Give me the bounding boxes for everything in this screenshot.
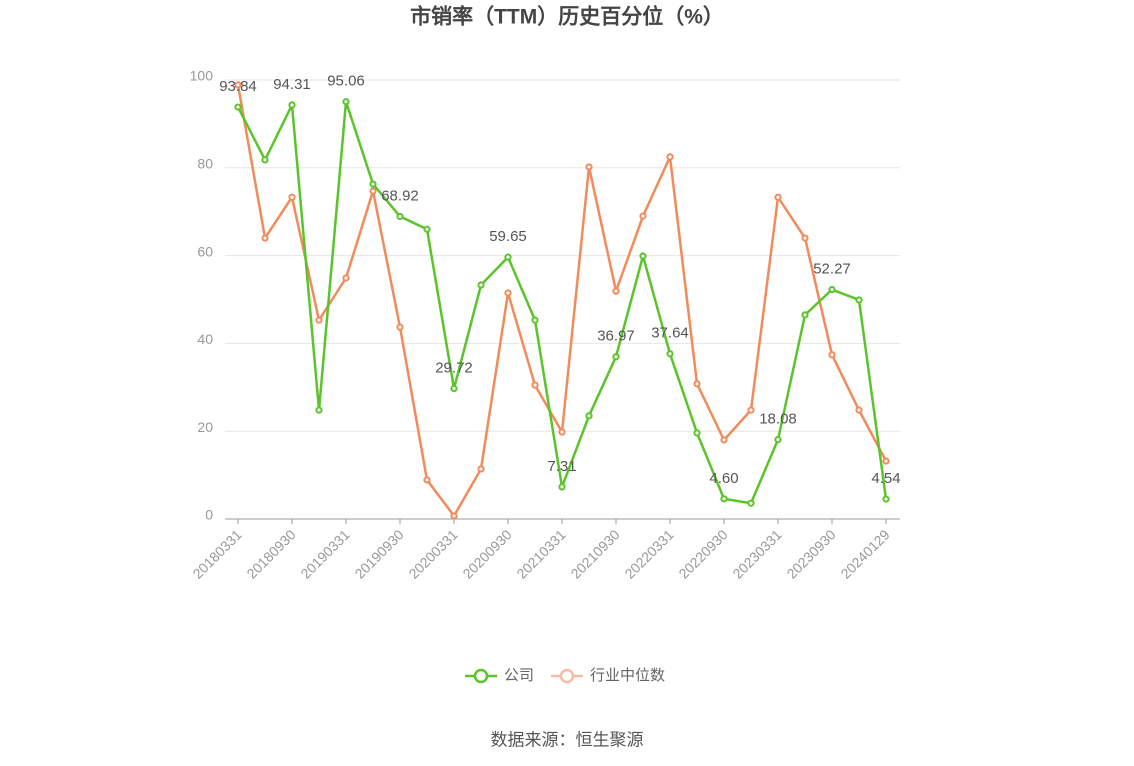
legend-marker [559,668,575,684]
point [882,457,890,465]
point [288,101,296,109]
point [639,252,647,260]
point [531,316,539,324]
point [261,234,269,242]
point [234,81,242,89]
x-tick-label: 20180331 [189,526,245,582]
point [612,353,620,361]
point [747,499,755,507]
point [450,384,458,393]
point [423,225,431,233]
point [612,287,620,295]
x-tick-label: 20240129 [837,526,893,582]
x-tick-label: 20200331 [405,526,461,582]
point [558,428,566,436]
x-tick-label: 20230930 [783,526,839,582]
point [855,296,863,304]
point [477,465,485,473]
data-label: 37.64 [651,325,689,342]
point [369,187,377,195]
data-label: 94.31 [273,76,311,93]
x-tick-label: 20180930 [243,526,299,582]
x-tick-label: 20190930 [351,526,407,582]
point [504,253,512,261]
data-label: 95.06 [327,73,365,90]
point [396,323,404,331]
source: 数据来源：恒生聚源 [491,730,644,749]
point [261,156,269,164]
data-label: 36.97 [597,328,635,345]
point [801,311,809,319]
point [693,429,701,437]
y-tick-label: 0 [205,507,213,523]
point [288,193,296,201]
point [342,98,350,106]
point [855,406,863,414]
x-tick-label: 20190331 [297,526,353,582]
point [315,316,323,324]
point [801,234,809,242]
point [720,436,728,444]
legend-label: 行业中位数 [590,667,665,684]
point [315,406,323,414]
point [396,212,404,221]
point [558,483,566,491]
series-line [236,100,888,505]
legend-label: 公司 [504,667,534,684]
y-tick-label: 80 [197,156,213,172]
data-label: 4.60 [709,470,738,487]
data-label: 7.31 [547,458,576,475]
point [585,412,593,420]
x-tick-label: 20230331 [729,526,785,582]
point [666,153,674,161]
legend-marker [473,668,489,684]
point [666,350,674,358]
point [342,274,350,282]
x-tick-label: 20210930 [567,526,623,582]
y-tick-label: 100 [190,68,214,84]
point [450,512,458,520]
data-label: 29.72 [435,359,473,376]
y-tick-label: 40 [197,331,213,347]
series-line [236,84,888,519]
point [234,103,242,111]
x-tick-label: 20200930 [459,526,515,582]
data-label: 52.27 [813,261,851,278]
point [504,289,512,297]
point [747,406,755,414]
point [369,180,377,188]
point [828,351,836,359]
point [585,163,593,171]
y-tick-label: 60 [197,243,213,259]
point [774,193,782,201]
point [423,476,431,484]
data-label: 4.54 [871,470,900,487]
point [477,281,485,289]
point [693,380,701,388]
point [774,436,782,444]
point [639,212,647,220]
x-tick-label: 20210331 [513,526,569,582]
chart-title: 市销率（TTM）历史百分位（%） [410,5,724,29]
x-tick-label: 20220930 [675,526,731,582]
point [828,285,836,294]
data-label: 59.65 [489,228,527,245]
data-label: 93.84 [219,78,257,95]
point [720,495,728,503]
data-label: 18.08 [759,411,797,428]
point [531,381,539,389]
x-tick-label: 20220331 [621,526,677,582]
data-label: 68.92 [381,187,419,204]
point [882,495,890,503]
y-tick-label: 20 [197,419,213,435]
